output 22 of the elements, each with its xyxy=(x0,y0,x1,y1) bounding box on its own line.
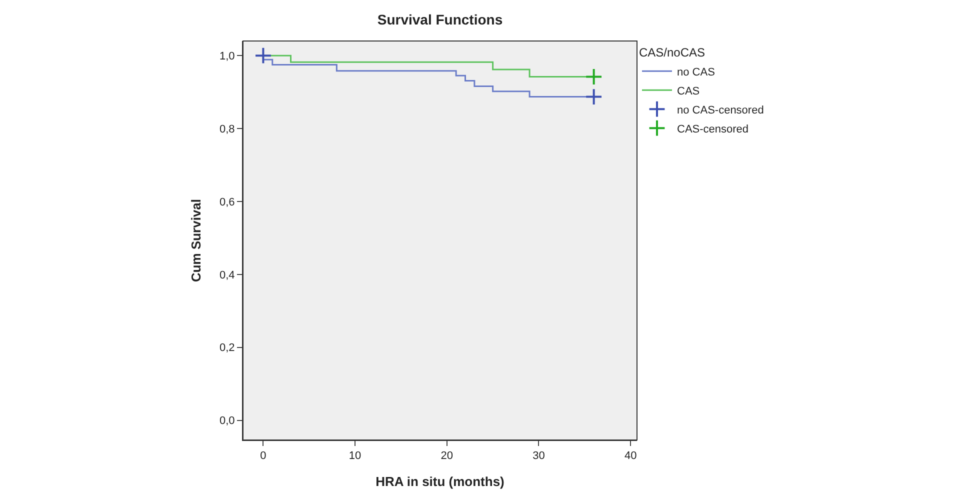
y-tick-label: 0,0 xyxy=(220,415,235,428)
y-axis-title: Cum Survival xyxy=(188,198,204,282)
y-tick-label: 0,6 xyxy=(220,196,235,208)
x-tick-label: 20 xyxy=(440,450,454,462)
x-tick-label: 10 xyxy=(348,450,362,462)
legend-label: CAS xyxy=(677,85,700,98)
y-tick-label: 0,2 xyxy=(220,342,235,354)
point xyxy=(254,46,272,64)
point xyxy=(585,68,603,86)
chart-title: Survival Functions xyxy=(377,12,503,28)
legend-label: no CAS xyxy=(677,66,715,78)
x-tick-label: 40 xyxy=(624,450,637,462)
legend-label: no CAS-censored xyxy=(677,104,764,116)
x-axis-title: HRA in situ (months) xyxy=(376,474,504,489)
y-tick-label: 1,0 xyxy=(220,50,235,62)
legend-title: CAS/noCAS xyxy=(639,46,706,60)
y-tick-label: 0,8 xyxy=(220,123,235,136)
x-tick-label: 30 xyxy=(532,450,545,462)
x-tick-label: 0 xyxy=(260,450,266,462)
y-tick-label: 0,4 xyxy=(220,269,235,282)
legend-label: CAS-censored xyxy=(677,123,749,136)
point xyxy=(585,88,603,106)
